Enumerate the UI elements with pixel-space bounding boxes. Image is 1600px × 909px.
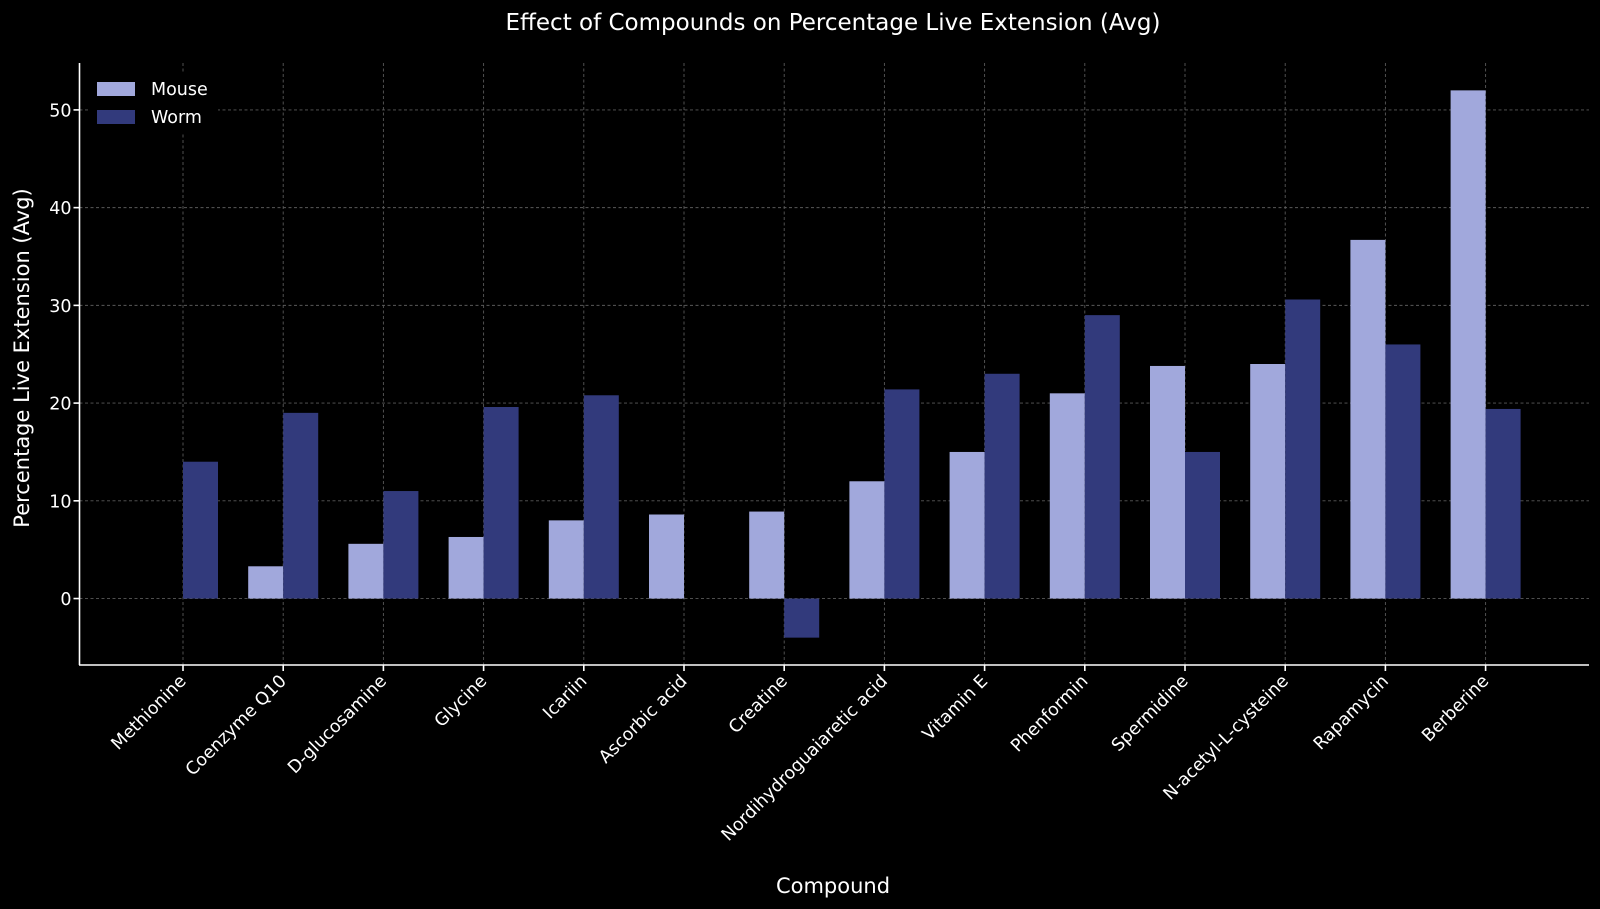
legend-swatch-mouse — [97, 82, 135, 96]
bar-worm-n-acetyl-l-cysteine — [1285, 299, 1321, 599]
legend-swatch-worm — [97, 110, 135, 124]
legend: Mouse Worm — [88, 72, 218, 132]
bar-worm-methionine — [183, 461, 218, 599]
x-tick-label: Berberine — [1418, 671, 1493, 746]
bar-mouse-rapamycin — [1350, 239, 1386, 599]
y-tick-label: 40 — [49, 199, 71, 219]
bar-worm-coenzyme-q10 — [283, 412, 319, 599]
bar-worm-berberine — [1485, 408, 1521, 599]
x-tick-label: Phenformin — [1007, 671, 1092, 756]
bar-worm-icariin — [583, 395, 619, 599]
bar-worm-spermidine — [1185, 451, 1220, 599]
x-tick-label: Spermidine — [1108, 671, 1193, 756]
x-tick-label: Ascorbic acid — [595, 671, 691, 767]
bar-worm-vitamin-e — [984, 373, 1020, 599]
bar-mouse-vitamin-e — [949, 451, 985, 599]
x-tick-label: Creatine — [725, 671, 792, 738]
bar-mouse-coenzyme-q10 — [248, 566, 284, 599]
x-tick-label: Icariin — [539, 671, 591, 723]
legend-label-worm: Worm — [151, 108, 202, 128]
bar-mouse-d-glucosamine — [348, 543, 384, 599]
bar-mouse-icariin — [548, 520, 584, 599]
y-tick-label: 20 — [49, 395, 71, 415]
x-tick-label: Coenzyme Q10 — [182, 671, 291, 780]
x-tick-label: Rapamycin — [1310, 671, 1393, 754]
bar-worm-d-glucosamine — [383, 491, 419, 599]
legend-label-mouse: Mouse — [151, 80, 208, 100]
y-tick-label: 0 — [60, 590, 71, 610]
bar-worm-rapamycin — [1385, 344, 1421, 599]
bar-worm-nordihydroguaiaretic-acid — [884, 389, 920, 599]
bar-mouse-glycine — [448, 536, 484, 599]
y-axis-label: Percentage Live Extension (Avg) — [10, 188, 34, 527]
chart-title: Effect of Compounds on Percentage Live E… — [506, 10, 1161, 36]
bar-mouse-nordihydroguaiaretic-acid — [849, 481, 885, 599]
y-ticks: 0 10 20 30 40 50 — [49, 101, 80, 610]
x-tick-label: D-glucosamine — [284, 671, 391, 778]
bar-mouse-n-acetyl-l-cysteine — [1250, 364, 1286, 599]
bar-worm-phenformin — [1084, 315, 1120, 599]
bar-mouse-ascorbic-acid — [649, 514, 684, 599]
x-tick-label: Glycine — [431, 671, 491, 731]
x-tick-label: Vitamin E — [919, 671, 992, 744]
bar-mouse-spermidine — [1150, 365, 1185, 599]
y-tick-label: 30 — [49, 297, 71, 317]
x-tick-label: Methionine — [108, 671, 191, 754]
bar-worm-creatine — [784, 598, 820, 638]
bars — [183, 90, 1521, 638]
bar-worm-glycine — [483, 407, 519, 599]
bar-mouse-phenformin — [1049, 393, 1085, 599]
y-tick-label: 50 — [49, 101, 71, 121]
y-tick-label: 10 — [49, 492, 71, 512]
bar-mouse-creatine — [749, 511, 785, 599]
x-axis-label: Compound — [776, 874, 890, 898]
x-tick-label: Nordihydroguaiaretic acid — [718, 671, 892, 845]
bar-mouse-berberine — [1450, 90, 1486, 599]
